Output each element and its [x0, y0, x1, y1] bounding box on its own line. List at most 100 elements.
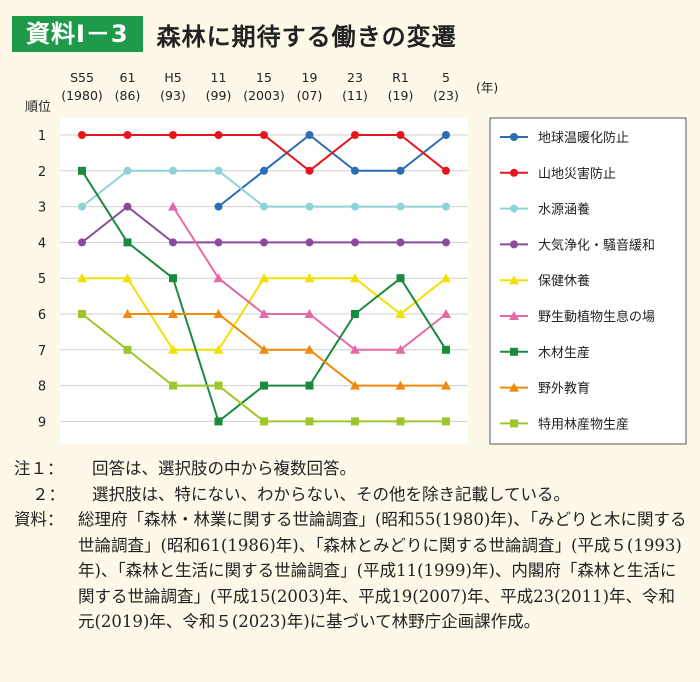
data-point: [442, 345, 450, 354]
data-point: [396, 274, 405, 283]
data-point: [442, 166, 450, 175]
data-point: [395, 344, 406, 354]
y-tick-label: 6: [38, 308, 46, 323]
data-point: [396, 417, 405, 426]
data-point: [78, 166, 86, 175]
series-1: [78, 131, 450, 175]
data-point: [78, 131, 86, 139]
legend-label: 野生動植物生息の場: [538, 309, 655, 325]
data-point: [260, 238, 268, 247]
data-point: [213, 344, 224, 354]
legend-marker: [509, 382, 519, 392]
data-point: [169, 381, 177, 390]
x-tick-era-label: 15: [256, 70, 272, 85]
x-tick-era-label: S55: [70, 70, 94, 85]
data-point: [351, 417, 359, 426]
series-6: [78, 166, 450, 426]
x-tick-year-label: (2003): [243, 88, 285, 103]
data-point: [396, 202, 405, 211]
note-2: ２： 選択肢は、特にない、わからない、その他を除き記載している。: [14, 482, 690, 508]
data-point: [213, 309, 224, 318]
data-point: [213, 273, 224, 283]
data-point: [395, 380, 406, 390]
data-point: [214, 131, 223, 139]
legend-marker: [510, 133, 518, 141]
data-point: [304, 273, 315, 283]
data-point: [442, 202, 450, 211]
notes-section: 注１： 回答は、選択肢の中から複数回答。 ２： 選択肢は、特にない、わからない、…: [14, 456, 690, 635]
y-tick-label: 8: [38, 380, 46, 395]
data-point: [123, 166, 132, 175]
data-point: [123, 202, 132, 211]
data-point: [259, 344, 269, 354]
rank-line-chart: 123456789順位S55(1980)61(86)H5(93)11(99)15…: [25, 70, 687, 445]
series-4: [77, 273, 451, 354]
data-point: [123, 131, 132, 139]
data-point: [305, 417, 314, 426]
data-point: [305, 381, 314, 390]
series-5: [168, 201, 451, 354]
data-point: [214, 417, 223, 426]
x-tick-era-label: 5: [442, 70, 450, 85]
data-point: [350, 344, 360, 354]
data-point: [169, 131, 177, 139]
data-point: [395, 309, 406, 318]
y-tick-label: 9: [38, 415, 46, 430]
y-tick-label: 3: [38, 201, 46, 216]
data-point: [260, 166, 268, 175]
note-2-label: ２：: [32, 484, 65, 504]
series-7: [122, 309, 451, 390]
note-1-text: 回答は、選択肢の中から複数回答。: [92, 459, 356, 478]
x-tick-year-label: (11): [342, 88, 368, 103]
y-tick-label: 5: [38, 272, 46, 287]
data-point: [305, 131, 314, 139]
x-tick-year-label: (07): [297, 88, 323, 103]
legend: 地球温暖化防止山地災害防止水源涵養大気浄化・騒音緩和保健休養野生動植物生息の場木…: [489, 117, 687, 445]
data-point: [78, 238, 86, 247]
note-1-label: 注１：: [14, 459, 64, 478]
data-point: [441, 273, 451, 283]
data-point: [123, 345, 132, 354]
y-tick-label: 1: [38, 129, 46, 144]
data-point: [169, 238, 177, 247]
series-line: [127, 313, 446, 387]
y-tick-label: 7: [38, 344, 46, 359]
data-point: [78, 202, 86, 211]
legend-label: 地球温暖化防止: [538, 130, 629, 146]
data-point: [260, 202, 268, 211]
x-tick-era-label: H5: [164, 70, 181, 85]
data-point: [214, 166, 223, 175]
source-note: 資料： 総理府「森林・林業に関する世論調査」(昭和55(1980)年)、「みどり…: [14, 507, 690, 635]
data-point: [351, 166, 359, 175]
data-point: [259, 273, 269, 283]
data-point: [442, 131, 450, 139]
series-8: [78, 310, 450, 426]
data-point: [305, 202, 314, 211]
figure-number-badge: 資料Ⅰ－3: [12, 16, 143, 52]
x-tick-era-label: 11: [211, 70, 227, 85]
note-2-text: 選択肢は、特にない、わからない、その他を除き記載している。: [92, 484, 571, 504]
figure-title: 森林に期待する働きの変遷: [156, 22, 457, 51]
legend-marker: [510, 419, 518, 428]
data-point: [441, 380, 451, 390]
data-point: [304, 344, 315, 354]
data-point: [260, 131, 268, 139]
data-point: [259, 309, 269, 318]
x-tick-era-label: 19: [302, 70, 318, 85]
data-point: [350, 380, 360, 390]
data-point: [122, 309, 133, 318]
figure-header: 資料Ⅰ－3 森林に期待する働きの変遷: [12, 16, 457, 52]
legend-marker: [509, 311, 519, 320]
legend-label: 山地災害防止: [538, 166, 616, 182]
data-point: [305, 166, 314, 175]
legend-label: 特用林産物生産: [538, 416, 629, 432]
x-tick-year-label: (93): [160, 88, 186, 103]
x-tick-era-label: 61: [120, 70, 136, 85]
x-tick-year-label: (1980): [61, 88, 103, 103]
data-point: [214, 202, 223, 211]
data-point: [78, 310, 86, 318]
data-point: [122, 273, 133, 283]
data-point: [168, 344, 178, 354]
data-point: [396, 238, 405, 247]
data-point: [396, 131, 405, 139]
